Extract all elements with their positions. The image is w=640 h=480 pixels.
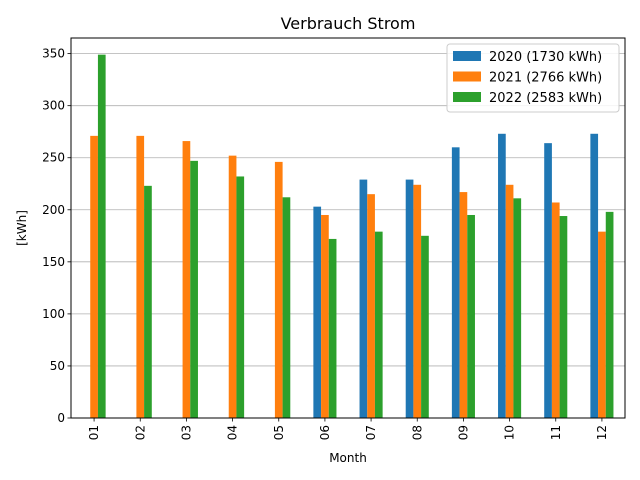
bar-2-12 <box>598 231 606 418</box>
x-tick-label: 11 <box>549 425 563 440</box>
y-tick-label: 50 <box>50 359 65 373</box>
bar-3-10 <box>513 198 522 418</box>
bar-3-11 <box>559 216 568 418</box>
bar-3-01 <box>97 54 106 419</box>
bar-2-07 <box>367 194 375 418</box>
bar-2-05 <box>274 161 283 418</box>
x-tick-label: 09 <box>456 425 470 440</box>
legend-entry: 2022 (2583 kWh) <box>489 91 602 106</box>
y-tick-label: 200 <box>42 203 65 217</box>
bar-1-12 <box>590 133 599 418</box>
legend-box <box>446 43 620 113</box>
bar-1-09 <box>451 147 460 418</box>
bar-2-03 <box>182 141 191 419</box>
bar-2-08 <box>413 184 422 418</box>
legend-entry: 2020 (1730 kWh) <box>489 50 602 65</box>
legend-swatch <box>453 92 481 102</box>
bar-3-04 <box>236 176 245 418</box>
gridlines <box>71 53 625 419</box>
bar-2-10 <box>505 184 514 418</box>
x-tick-label: 10 <box>503 425 517 440</box>
chart-title: Verbrauch Strom <box>281 14 416 33</box>
x-tick-label: 07 <box>364 425 378 440</box>
x-tick-label: 04 <box>226 425 240 440</box>
x-tick-label: 02 <box>133 425 147 440</box>
x-tick-label: 12 <box>595 425 609 440</box>
x-tick-label: 06 <box>318 425 332 440</box>
legend-swatch <box>453 51 481 61</box>
bar-1-07 <box>359 179 368 418</box>
bar-3-03 <box>190 160 198 419</box>
x-tick-label: 03 <box>179 425 193 440</box>
x-tick-label: 05 <box>272 425 286 440</box>
bar-1-11 <box>544 143 552 418</box>
y-tick-label: 250 <box>42 151 65 165</box>
y-tick-label: 0 <box>57 411 65 425</box>
y-axis-ticks: 0 50 100 150 200 250 300 350 <box>42 47 71 425</box>
x-tick-label: 01 <box>87 425 101 440</box>
y-axis-label: [kWh] <box>15 210 29 246</box>
legend: 2020 (1730 kWh) 2021 (2766 kWh) 2022 (2583… <box>446 43 620 113</box>
bar-3-12 <box>605 211 614 418</box>
y-tick-label: 100 <box>42 307 65 321</box>
bar-1-10 <box>498 133 506 418</box>
bar-3-02 <box>144 185 152 418</box>
bar-2-09 <box>459 192 468 418</box>
bar-2-01 <box>90 135 98 418</box>
bar-2-04 <box>228 155 237 418</box>
y-tick-label: 150 <box>42 255 65 269</box>
legend-entry: 2021 (2766 kWh) <box>489 71 602 86</box>
bar-1-06 <box>313 206 322 418</box>
bar-1-08 <box>405 179 414 418</box>
bar-3-09 <box>467 214 475 418</box>
x-axis-ticks: 01 02 03 04 05 06 07 08 09 10 11 12 <box>87 418 609 440</box>
bar-3-06 <box>328 238 337 418</box>
bar-3-05 <box>282 197 291 418</box>
bars <box>90 54 614 419</box>
legend-swatch <box>453 71 481 82</box>
x-tick-label: 08 <box>410 425 424 440</box>
bar-3-08 <box>421 235 429 418</box>
y-tick-label: 350 <box>42 47 65 61</box>
bar-2-11 <box>551 202 560 418</box>
bar-2-02 <box>136 135 145 418</box>
plot-frame <box>70 37 626 419</box>
x-axis-label: Month <box>329 451 367 465</box>
bar-3-07 <box>374 231 383 418</box>
y-tick-label: 300 <box>42 99 65 113</box>
bar-2-06 <box>321 214 329 418</box>
